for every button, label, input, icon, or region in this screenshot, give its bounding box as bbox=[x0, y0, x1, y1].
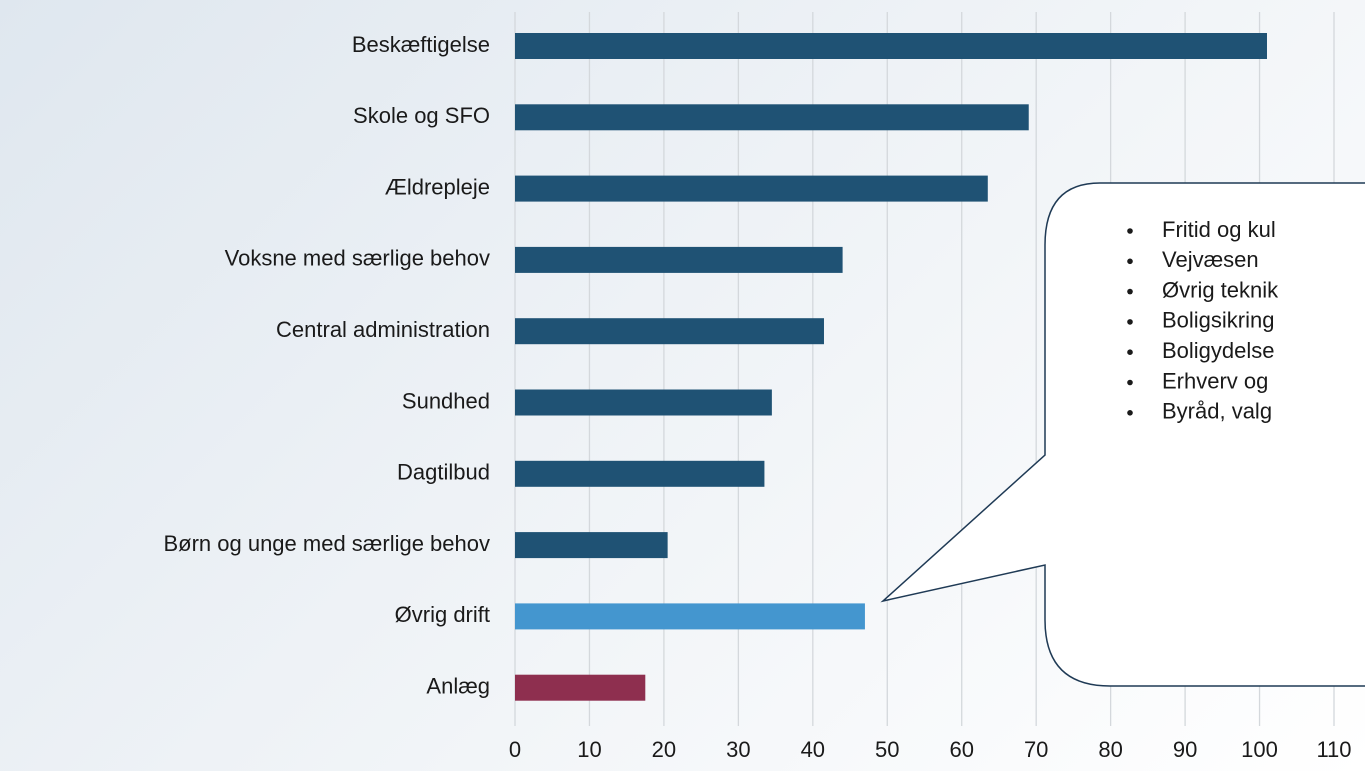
y-tick-label: Anlæg bbox=[426, 674, 490, 699]
x-tick-label: 90 bbox=[1173, 737, 1197, 762]
y-tick-label: Dagtilbud bbox=[397, 460, 490, 485]
bar bbox=[515, 33, 1267, 59]
y-tick-label: Voksne med særlige behov bbox=[225, 246, 490, 271]
callout-item: Erhverv og bbox=[1162, 368, 1268, 393]
x-tick-label: 30 bbox=[726, 737, 750, 762]
callout-item: Øvrig teknik bbox=[1162, 277, 1279, 302]
y-tick-label: Ældrepleje bbox=[385, 174, 490, 199]
bars: Beskæftigelse Skole og SFO Ældrepleje Voksn… bbox=[163, 32, 1267, 701]
grid: 0 10 20 30 40 50 60 70 80 90 100 110 bbox=[509, 12, 1352, 762]
x-tick-label: 100 bbox=[1241, 737, 1278, 762]
callout-item: Fritid og kul bbox=[1162, 217, 1276, 242]
x-tick-label: 60 bbox=[949, 737, 973, 762]
x-tick-label: 40 bbox=[801, 737, 825, 762]
bar bbox=[515, 532, 668, 559]
callout-item: Vejvæsen bbox=[1162, 247, 1259, 272]
x-tick-label: 10 bbox=[577, 737, 601, 762]
x-tick-label: 80 bbox=[1098, 737, 1122, 762]
y-tick-label: Skole og SFO bbox=[353, 103, 490, 128]
bullet bbox=[1127, 319, 1133, 325]
y-tick-label: Børn og unge med særlige behov bbox=[163, 531, 490, 556]
callout-item: Boligydelse bbox=[1162, 338, 1275, 363]
y-tick-label: Øvrig drift bbox=[395, 602, 490, 627]
bar bbox=[515, 175, 988, 202]
callout-box bbox=[880, 182, 1365, 687]
bar bbox=[515, 674, 646, 701]
x-tick-label: 50 bbox=[875, 737, 899, 762]
x-tick-label: 20 bbox=[652, 737, 676, 762]
bar bbox=[515, 460, 765, 487]
y-tick-label: Central administration bbox=[276, 317, 490, 342]
bullet bbox=[1127, 258, 1133, 265]
bullet bbox=[1127, 349, 1133, 356]
y-tick-label: Sundhed bbox=[402, 388, 490, 413]
bar bbox=[515, 603, 865, 630]
bullet bbox=[1127, 379, 1133, 386]
callout-list: Fritid og kul Vejvæsen Øvrig teknik Boligsi… bbox=[1127, 217, 1279, 424]
bullet bbox=[1127, 288, 1133, 295]
callout-item: Boligsikring bbox=[1162, 308, 1275, 333]
x-tick-label: 110 bbox=[1316, 737, 1351, 762]
x-tick-label: 70 bbox=[1024, 737, 1048, 762]
x-tick-label: 0 bbox=[509, 737, 521, 762]
bar bbox=[515, 246, 843, 273]
bullet bbox=[1127, 410, 1133, 416]
bar bbox=[515, 389, 772, 416]
y-tick-label: Beskæftigelse bbox=[352, 32, 490, 57]
bullet bbox=[1127, 228, 1133, 234]
bar bbox=[515, 104, 1029, 131]
callout-item: Byråd, valg bbox=[1162, 399, 1272, 424]
bar bbox=[515, 318, 824, 345]
